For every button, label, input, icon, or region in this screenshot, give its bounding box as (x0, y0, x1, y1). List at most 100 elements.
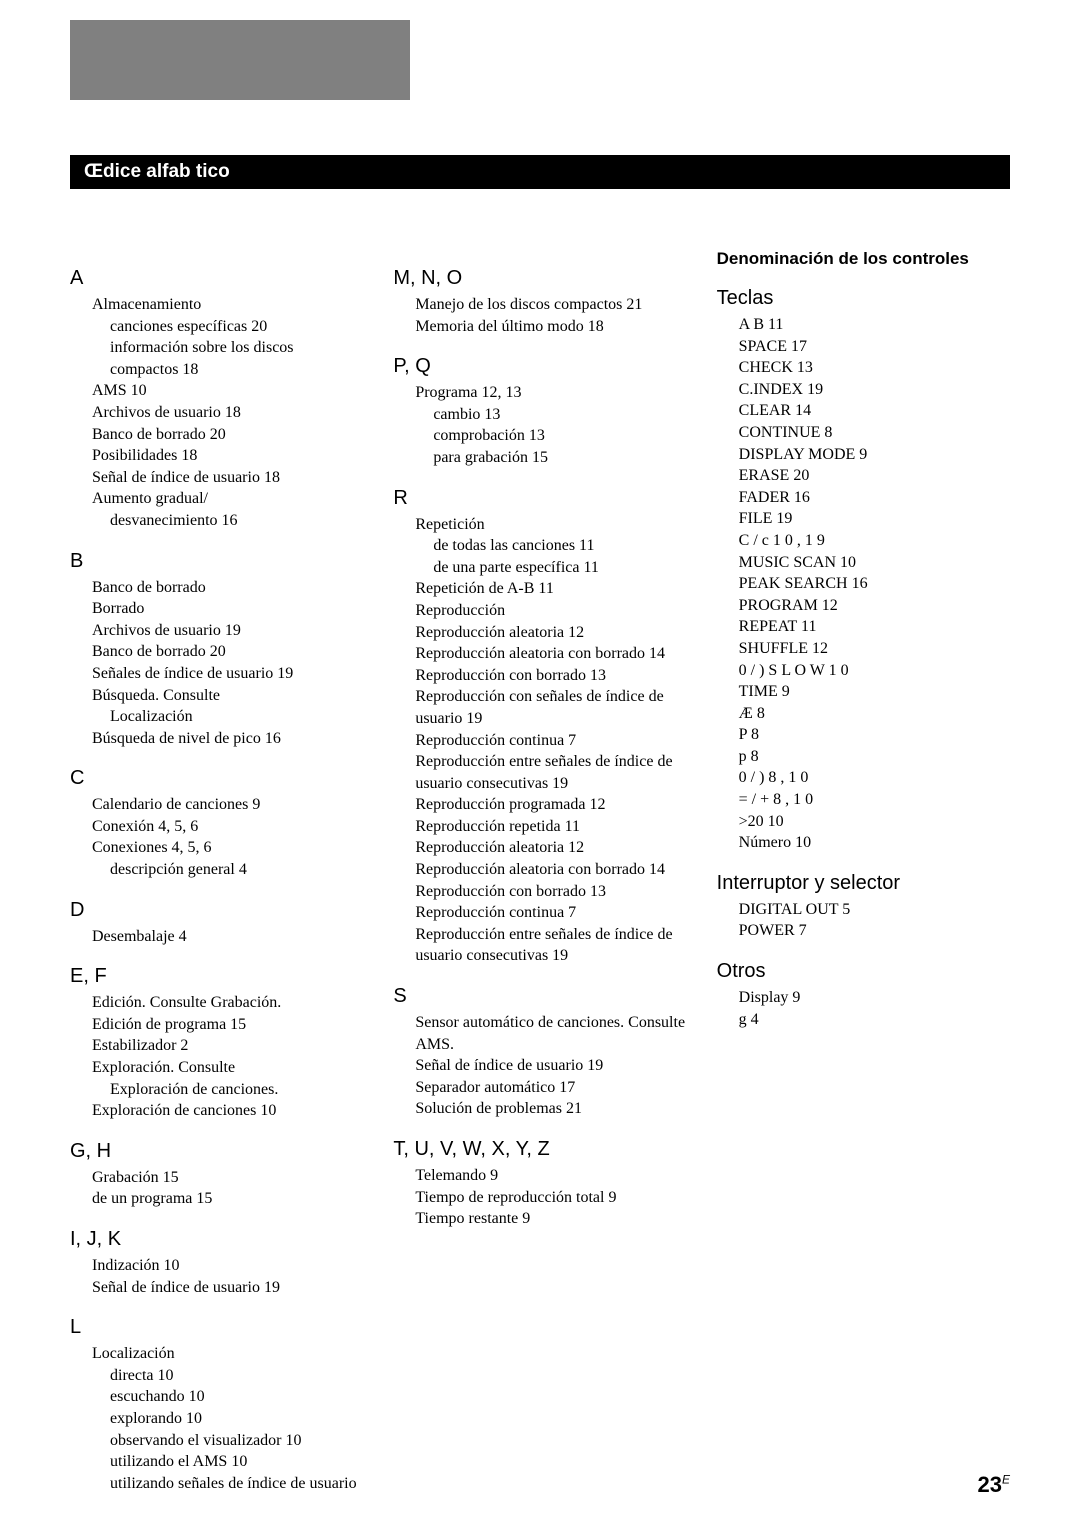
section-heading: A (70, 267, 363, 290)
index-entry: Edición. Consulte Grabación. (92, 992, 363, 1014)
entry-list: A B 11SPACE 17CHECK 13C.INDEX 19CLEAR 14… (739, 314, 1010, 854)
entry-list: Grabación 15de un programa 15 (92, 1167, 363, 1210)
section-heading: G, H (70, 1140, 363, 1163)
index-entry: de un programa 15 (92, 1188, 363, 1210)
section-heading: Interruptor y selector (717, 872, 1010, 895)
section-heading: E, F (70, 965, 363, 988)
index-entry: Señales de índice de usuario 19 (92, 663, 363, 685)
index-entry: FILE 19 (739, 508, 1010, 530)
section-heading: L (70, 1316, 363, 1339)
index-entry: Edición de programa 15 (92, 1014, 363, 1036)
index-entry: Manejo de los discos compactos 21 (415, 294, 686, 316)
index-entry: Reproducción aleatoria con borrado 14 (415, 859, 686, 881)
index-entry: CLEAR 14 (739, 400, 1010, 422)
section-heading: P, Q (393, 355, 686, 378)
section-heading: D (70, 899, 363, 922)
index-entry: Reproducción programada 12 (415, 794, 686, 816)
index-entry: 0 / ) S L O W 1 0 (739, 660, 1010, 682)
index-entry: Archivos de usuario 19 (92, 620, 363, 642)
index-entry: MUSIC SCAN 10 (739, 552, 1010, 574)
section-heading: B (70, 550, 363, 573)
entry-list: Calendario de canciones 9Conexión 4, 5, … (92, 794, 363, 880)
index-entry: CHECK 13 (739, 357, 1010, 379)
index-entry: Reproducción entre señales de índice de … (415, 751, 686, 794)
index-entry: = / + 8 , 1 0 (739, 789, 1010, 811)
index-entry: >20 10 (739, 811, 1010, 833)
index-entry: Tiempo de reproducción total 9 (415, 1187, 686, 1209)
section-heading: M, N, O (393, 267, 686, 290)
page-number: 23E (978, 1472, 1011, 1498)
index-entry: canciones específicas 20 (110, 316, 363, 338)
index-entry: Número 10 (739, 832, 1010, 854)
controls-header: Denominación de los controles (717, 249, 1010, 269)
index-entry: Repetición (415, 514, 686, 536)
index-entry: Desembalaje 4 (92, 926, 363, 948)
index-entry: Exploración. Consulte (92, 1057, 363, 1079)
page-number-main: 23 (978, 1472, 1002, 1497)
index-entry: DISPLAY MODE 9 (739, 444, 1010, 466)
index-entry: Grabación 15 (92, 1167, 363, 1189)
index-entry: Banco de borrado 20 (92, 424, 363, 446)
index-entry: utilizando el AMS 10 (110, 1451, 363, 1473)
index-entry: P 8 (739, 724, 1010, 746)
index-entry: Reproducción continua 7 (415, 730, 686, 752)
index-entry: Señal de índice de usuario 19 (415, 1055, 686, 1077)
index-entry: A B 11 (739, 314, 1010, 336)
index-entry: SPACE 17 (739, 336, 1010, 358)
index-entry: PROGRAM 12 (739, 595, 1010, 617)
index-entry: Exploración de canciones. (110, 1079, 363, 1101)
index-entry: Borrado (92, 598, 363, 620)
index-entry: Reproducción entre señales de índice de … (415, 924, 686, 967)
index-entry: información sobre los discos compactos 1… (110, 337, 363, 380)
entry-list: Banco de borradoBorradoArchivos de usuar… (92, 577, 363, 750)
index-entry: Solución de problemas 21 (415, 1098, 686, 1120)
entry-list: DIGITAL OUT 5POWER 7 (739, 899, 1010, 942)
index-entry: explorando 10 (110, 1408, 363, 1430)
index-entry: Repetición de A-B 11 (415, 578, 686, 600)
index-entry: AMS 10 (92, 380, 363, 402)
index-entry: para grabación 15 (433, 447, 686, 469)
index-entry: Reproducción aleatoria con borrado 14 (415, 643, 686, 665)
index-entry: directa 10 (110, 1365, 363, 1387)
section-heading: S (393, 985, 686, 1008)
index-entry: Reproducción aleatoria 12 (415, 622, 686, 644)
index-entry: TIME 9 (739, 681, 1010, 703)
index-entry: Búsqueda. Consulte (92, 685, 363, 707)
entry-list: Sensor automático de canciones. Consulte… (415, 1012, 686, 1120)
index-entry: comprobación 13 (433, 425, 686, 447)
index-columns: A Almacenamientocanciones específicas 20i… (70, 249, 1010, 1494)
index-entry: Reproducción repetida 11 (415, 816, 686, 838)
entry-list: Indización 10Señal de índice de usuario … (92, 1255, 363, 1298)
index-entry: C.INDEX 19 (739, 379, 1010, 401)
index-entry: Telemando 9 (415, 1165, 686, 1187)
entry-list: Repeticiónde todas las canciones 11de un… (415, 514, 686, 967)
index-entry: Programa 12, 13 (415, 382, 686, 404)
column-3: Denominación de los controlesTeclasA B 1… (717, 249, 1010, 1494)
index-entry: cambio 13 (433, 404, 686, 426)
index-entry: Aumento gradual/ (92, 488, 363, 510)
index-entry: Posibilidades 18 (92, 445, 363, 467)
entry-list: Display 9g 4 (739, 987, 1010, 1030)
entry-list: Programa 12, 13cambio 13comprobación 13p… (415, 382, 686, 468)
title-bar: Œdice alfab tico (70, 155, 1010, 189)
index-entry: Æ 8 (739, 703, 1010, 725)
index-entry: Conexiones 4, 5, 6 (92, 837, 363, 859)
index-entry: SHUFFLE 12 (739, 638, 1010, 660)
page-number-suffix: E (1002, 1473, 1010, 1487)
section-heading: C (70, 767, 363, 790)
index-entry: C / c 1 0 , 1 9 (739, 530, 1010, 552)
entry-list: Telemando 9Tiempo de reproducción total … (415, 1165, 686, 1230)
index-entry: Sensor automático de canciones. Consulte… (415, 1012, 686, 1055)
index-entry: Reproducción con borrado 13 (415, 881, 686, 903)
index-entry: Localización (92, 1343, 363, 1365)
index-entry: de todas las canciones 11 (433, 535, 686, 557)
index-entry: descripción general 4 (110, 859, 363, 881)
index-entry: Display 9 (739, 987, 1010, 1009)
index-entry: p 8 (739, 746, 1010, 768)
index-entry: Indización 10 (92, 1255, 363, 1277)
index-entry: Señal de índice de usuario 18 (92, 467, 363, 489)
entry-list: Localizacióndirecta 10escuchando 10explo… (92, 1343, 363, 1494)
entry-list: Almacenamientocanciones específicas 20in… (92, 294, 363, 532)
index-entry: Localización (110, 706, 363, 728)
index-entry: de una parte específica 11 (433, 557, 686, 579)
